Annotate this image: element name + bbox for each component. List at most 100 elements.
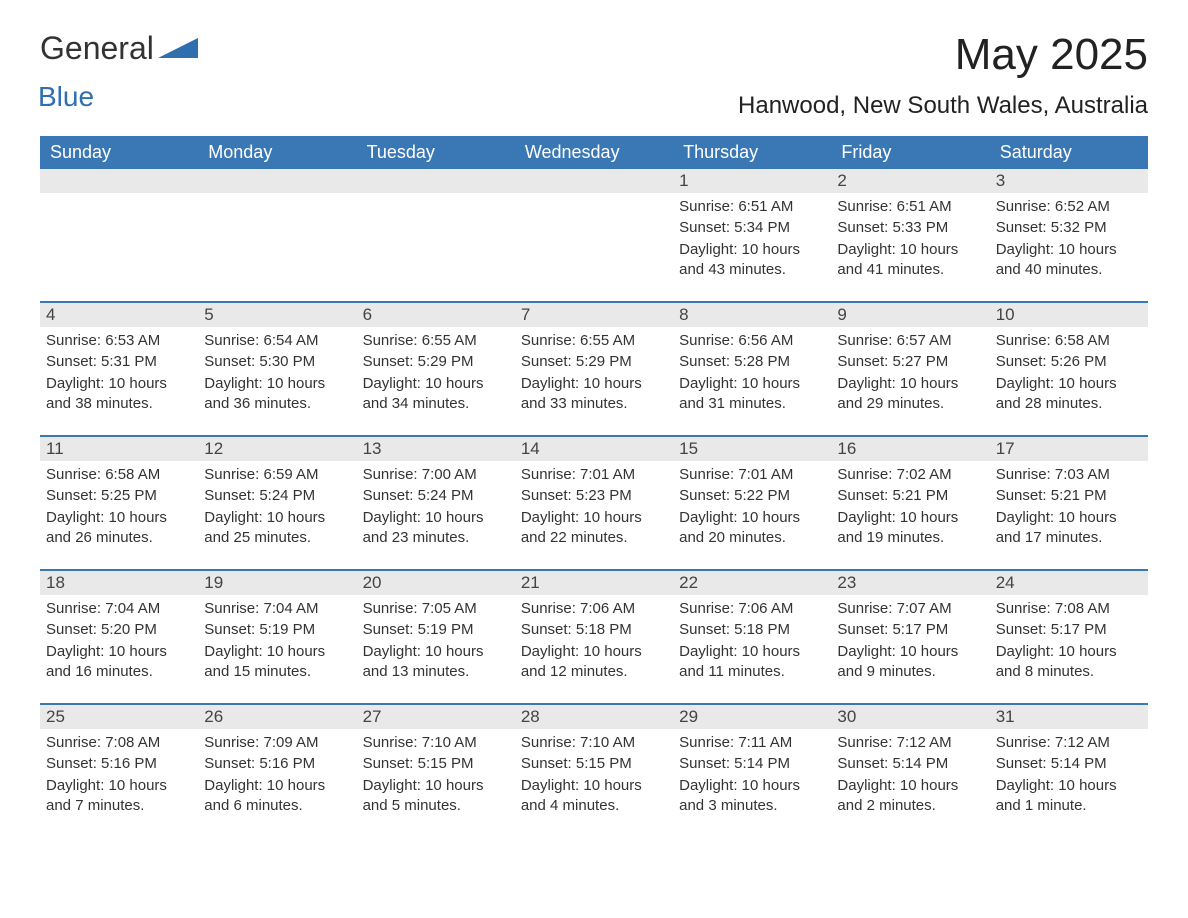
sunset-text: Sunset: 5:29 PM (363, 352, 509, 372)
day-number: 18 (40, 571, 198, 595)
sunset-text: Sunset: 5:17 PM (996, 620, 1142, 640)
sunrise-text: Sunrise: 6:58 AM (46, 465, 192, 485)
day-number: 10 (990, 303, 1148, 327)
sunset-text: Sunset: 5:28 PM (679, 352, 825, 372)
day-info: Sunrise: 6:55 AMSunset: 5:29 PMDaylight:… (363, 331, 509, 414)
week-row: 18Sunrise: 7:04 AMSunset: 5:20 PMDayligh… (40, 569, 1148, 689)
day-number: 23 (831, 571, 989, 595)
daylight-text: Daylight: 10 hours and 28 minutes. (996, 374, 1142, 415)
day-cell: 9 Sunrise: 6:57 AMSunset: 5:27 PMDaylight… (831, 303, 989, 421)
daylight-text: Daylight: 10 hours and 36 minutes. (204, 374, 350, 415)
day-number: 1 (673, 169, 831, 193)
sunset-text: Sunset: 5:24 PM (363, 486, 509, 506)
day-cell: 29 Sunrise: 7:11 AMSunset: 5:14 PMDayligh… (673, 705, 831, 823)
day-number: 29 (673, 705, 831, 729)
day-number: 14 (515, 437, 673, 461)
day-info: Sunrise: 7:11 AMSunset: 5:14 PMDaylight:… (679, 733, 825, 816)
day-header-friday: Friday (831, 136, 989, 169)
day-number: 31 (990, 705, 1148, 729)
daylight-text: Daylight: 10 hours and 19 minutes. (837, 508, 983, 549)
day-number: 15 (673, 437, 831, 461)
day-cell (515, 169, 673, 287)
daylight-text: Daylight: 10 hours and 29 minutes. (837, 374, 983, 415)
sunrise-text: Sunrise: 7:08 AM (46, 733, 192, 753)
day-number: 20 (357, 571, 515, 595)
day-cell: 22Sunrise: 7:06 AMSunset: 5:18 PMDayligh… (673, 571, 831, 689)
day-number: 5 (198, 303, 356, 327)
daylight-text: Daylight: 10 hours and 40 minutes. (996, 240, 1142, 281)
day-cell: 21Sunrise: 7:06 AMSunset: 5:18 PMDayligh… (515, 571, 673, 689)
day-cell: 7Sunrise: 6:55 AMSunset: 5:29 PMDaylight… (515, 303, 673, 421)
daylight-text: Daylight: 10 hours and 25 minutes. (204, 508, 350, 549)
sunrise-text: Sunrise: 7:10 AM (363, 733, 509, 753)
day-cell: 27Sunrise: 7:10 AMSunset: 5:15 PMDayligh… (357, 705, 515, 823)
day-info: Sunrise: 7:04 AMSunset: 5:19 PMDaylight:… (204, 599, 350, 682)
day-number: 4 (40, 303, 198, 327)
sunrise-text: Sunrise: 6:58 AM (996, 331, 1142, 351)
day-cell: 16Sunrise: 7:02 AMSunset: 5:21 PMDayligh… (831, 437, 989, 555)
day-cell: 30Sunrise: 7:12 AMSunset: 5:14 PMDayligh… (831, 705, 989, 823)
sunrise-text: Sunrise: 7:05 AM (363, 599, 509, 619)
sunrise-text: Sunrise: 7:01 AM (679, 465, 825, 485)
day-info: Sunrise: 7:12 AMSunset: 5:14 PMDaylight:… (996, 733, 1142, 816)
day-cell: 25 Sunrise: 7:08 AMSunset: 5:16 PMDayligh… (40, 705, 198, 823)
daylight-text: Daylight: 10 hours and 7 minutes. (46, 776, 192, 817)
sunset-text: Sunset: 5:14 PM (679, 754, 825, 774)
sunset-text: Sunset: 5:14 PM (837, 754, 983, 774)
daylight-text: Daylight: 10 hours and 34 minutes. (363, 374, 509, 415)
sunrise-text: Sunrise: 7:09 AM (204, 733, 350, 753)
daylight-text: Daylight: 10 hours and 11 minutes. (679, 642, 825, 683)
day-number (40, 169, 198, 193)
daylight-text: Daylight: 10 hours and 9 minutes. (837, 642, 983, 683)
day-info: Sunrise: 6:51 AMSunset: 5:34 PMDaylight:… (679, 197, 825, 280)
day-cell: 8Sunrise: 6:56 AMSunset: 5:28 PMDaylight… (673, 303, 831, 421)
sunset-text: Sunset: 5:25 PM (46, 486, 192, 506)
daylight-text: Daylight: 10 hours and 15 minutes. (204, 642, 350, 683)
day-number: 21 (515, 571, 673, 595)
week-row: 4Sunrise: 6:53 AMSunset: 5:31 PMDaylight… (40, 301, 1148, 421)
day-number: 30 (831, 705, 989, 729)
logo-text-general: General (40, 30, 154, 66)
day-cell: 31 Sunrise: 7:12 AMSunset: 5:14 PMDayligh… (990, 705, 1148, 823)
daylight-text: Daylight: 10 hours and 22 minutes. (521, 508, 667, 549)
daylight-text: Daylight: 10 hours and 31 minutes. (679, 374, 825, 415)
week-row: 25Sunrise: 7:08 AMSunset: 5:16 PMDayligh… (40, 703, 1148, 823)
sunrise-text: Sunrise: 6:57 AM (837, 331, 983, 351)
day-number: 12 (198, 437, 356, 461)
day-header-monday: Monday (198, 136, 356, 169)
day-number (515, 169, 673, 193)
sunset-text: Sunset: 5:24 PM (204, 486, 350, 506)
day-cell: 15Sunrise: 7:01 AMSunset: 5:22 PMDayligh… (673, 437, 831, 555)
day-info: Sunrise: 6:57 AMSunset: 5:27 PMDaylight:… (837, 331, 983, 414)
day-cell (40, 169, 198, 287)
sunset-text: Sunset: 5:30 PM (204, 352, 350, 372)
sunset-text: Sunset: 5:16 PM (46, 754, 192, 774)
sunrise-text: Sunrise: 6:54 AM (204, 331, 350, 351)
sunset-text: Sunset: 5:34 PM (679, 218, 825, 238)
sunset-text: Sunset: 5:17 PM (837, 620, 983, 640)
day-info: Sunrise: 7:07 AMSunset: 5:17 PMDaylight:… (837, 599, 983, 682)
day-number: 25 (40, 705, 198, 729)
day-cell (198, 169, 356, 287)
day-number (357, 169, 515, 193)
sunset-text: Sunset: 5:19 PM (363, 620, 509, 640)
day-info: Sunrise: 6:56 AMSunset: 5:28 PMDaylight:… (679, 331, 825, 414)
sunrise-text: Sunrise: 6:53 AM (46, 331, 192, 351)
day-info: Sunrise: 6:58 AMSunset: 5:25 PMDaylight:… (46, 465, 192, 548)
sunrise-text: Sunrise: 7:11 AM (679, 733, 825, 753)
day-number: 9 (831, 303, 989, 327)
day-number: 19 (198, 571, 356, 595)
day-info: Sunrise: 7:05 AMSunset: 5:19 PMDaylight:… (363, 599, 509, 682)
daylight-text: Daylight: 10 hours and 3 minutes. (679, 776, 825, 817)
day-cell: 1 Sunrise: 6:51 AMSunset: 5:34 PMDaylight… (673, 169, 831, 287)
day-number: 6 (357, 303, 515, 327)
month-title: May 2025 (738, 30, 1148, 80)
day-info: Sunrise: 7:01 AMSunset: 5:23 PMDaylight:… (521, 465, 667, 548)
daylight-text: Daylight: 10 hours and 33 minutes. (521, 374, 667, 415)
week-row: 11Sunrise: 6:58 AMSunset: 5:25 PMDayligh… (40, 435, 1148, 555)
day-cell: 2Sunrise: 6:51 AMSunset: 5:33 PMDaylight… (831, 169, 989, 287)
sunset-text: Sunset: 5:23 PM (521, 486, 667, 506)
sunrise-text: Sunrise: 6:52 AM (996, 197, 1142, 217)
title-block: May 2025 Hanwood, New South Wales, Austr… (738, 30, 1148, 132)
day-info: Sunrise: 7:00 AMSunset: 5:24 PMDaylight:… (363, 465, 509, 548)
